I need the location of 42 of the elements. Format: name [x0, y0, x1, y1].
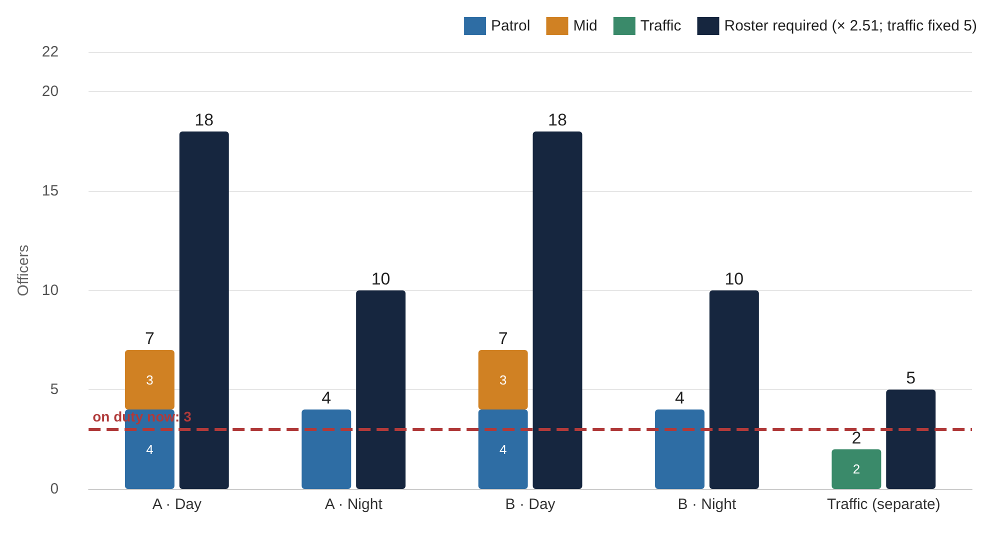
- annotation: 7: [498, 328, 508, 348]
- bar: [709, 290, 759, 489]
- y-axis-title: Officers: [15, 244, 32, 296]
- legend-label: Patrol: [491, 18, 530, 34]
- bar: [179, 131, 229, 489]
- annotation: 4: [675, 388, 684, 408]
- y-tick-label: 22: [42, 44, 59, 60]
- data-label: 10: [724, 269, 744, 288]
- bar: [356, 290, 406, 489]
- bar: [302, 410, 352, 489]
- data-label: 3: [146, 372, 154, 388]
- data-label: 18: [194, 110, 214, 130]
- bar: [478, 410, 528, 489]
- x-tick-label: B · Night: [678, 496, 737, 513]
- bar: [832, 449, 882, 489]
- legend-label: Mid: [573, 18, 598, 34]
- annotation: 7: [144, 328, 154, 348]
- y-tick-label: 0: [50, 480, 59, 498]
- bar: [886, 390, 936, 489]
- bar: [532, 131, 582, 489]
- y-tick-label: 10: [42, 282, 59, 299]
- data-label: 2: [852, 462, 860, 477]
- x-tick-label: A · Day: [152, 496, 202, 513]
- data-label: 18: [548, 110, 567, 130]
- data-label: 4: [499, 442, 507, 457]
- data-label: 5: [906, 368, 916, 388]
- bar: [124, 350, 174, 410]
- annotation: 2: [852, 428, 862, 448]
- x-tick-label: B · Day: [505, 496, 556, 513]
- bar: [655, 410, 704, 489]
- data-label: 3: [499, 372, 507, 388]
- y-tick-label: 5: [50, 381, 59, 398]
- legend-label: Traffic: [640, 18, 682, 34]
- x-tick-label: A · Night: [324, 496, 384, 513]
- y-tick-label: 20: [42, 83, 59, 100]
- annotation: 4: [322, 388, 332, 408]
- data-label: 10: [371, 269, 390, 288]
- legend-label: Roster required (× 2.51; traffic fixed 5): [724, 18, 978, 34]
- data-label: 4: [146, 442, 154, 457]
- x-tick-label: Traffic (separate): [826, 496, 940, 513]
- y-tick-label: 15: [42, 182, 59, 200]
- bar: [478, 350, 528, 410]
